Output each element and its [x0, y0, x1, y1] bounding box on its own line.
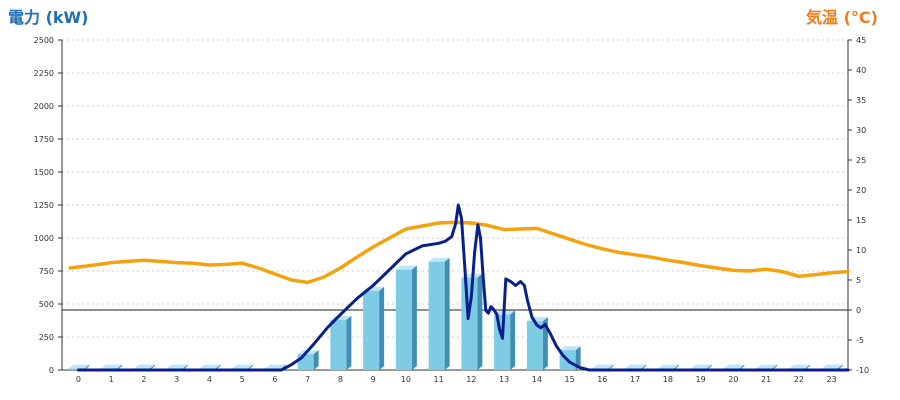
x-tick-label: 9 [371, 375, 376, 384]
lines [68, 203, 850, 372]
power-bar-top [690, 364, 712, 369]
y-tick-label: 750 [39, 267, 54, 276]
y2-tick-label: 10 [856, 246, 866, 255]
power-bar-top [395, 265, 417, 270]
x-tick-label: 19 [696, 375, 706, 384]
x-tick-label: 20 [728, 375, 738, 384]
power-bar-top [428, 257, 450, 262]
right-axis-title: 気温 (°C) [806, 8, 878, 27]
left-axis-ticks: 0 250 500 750 1000 1250 1500 1750 2000 2250 2500 [34, 36, 54, 375]
power-bar-top [133, 364, 155, 369]
power-bar-side [575, 346, 581, 370]
x-tick-label: 3 [174, 375, 179, 384]
y2-tick-label: 35 [856, 96, 866, 105]
power-bar-top [559, 346, 581, 351]
power-bar-top [199, 364, 221, 369]
power-bar-top [723, 364, 745, 369]
power-bar-side [379, 286, 385, 370]
y2-tick-label: -10 [856, 366, 869, 375]
x-tick-label: 23 [827, 375, 837, 384]
x-tick-label: 0 [76, 375, 81, 384]
y2-tick-label: -5 [856, 336, 864, 345]
x-tick-label: 5 [240, 375, 245, 384]
x-tick-label: 4 [207, 375, 212, 384]
right-axis-ticks: -10 -5 0 5 10 15 20 25 30 35 40 45 [856, 36, 869, 375]
power-bar-top [821, 364, 843, 369]
power-bar-side [346, 315, 352, 370]
y-tick-label: 1750 [34, 135, 54, 144]
y2-tick-label: 20 [856, 186, 866, 195]
y-tick-label: 1000 [34, 234, 54, 243]
power-bar-top [68, 364, 90, 369]
x-axis-ticks: 0 1 2 3 4 5 6 7 8 9 10 11 12 13 14 15 16 17 18 19 20 21 22 23 [76, 375, 837, 384]
x-tick-label: 6 [272, 375, 277, 384]
power-bar-front [428, 261, 445, 370]
x-tick-label: 12 [466, 375, 476, 384]
x-tick-label: 13 [499, 375, 509, 384]
x-tick-label: 16 [597, 375, 607, 384]
power-bar-side [313, 350, 319, 370]
power-bar [428, 257, 450, 370]
y2-tick-label: 0 [856, 306, 861, 315]
y2-tick-label: 25 [856, 156, 866, 165]
power-bar-top [788, 364, 810, 369]
power-bar [395, 265, 417, 370]
y-tick-label: 1500 [34, 168, 54, 177]
y-tick-label: 1250 [34, 201, 54, 210]
x-tick-label: 17 [630, 375, 640, 384]
power-bar-top [166, 364, 188, 369]
x-tick-label: 10 [401, 375, 411, 384]
power-bar [330, 315, 352, 370]
power-bar-front [297, 354, 314, 370]
y-tick-label: 500 [39, 300, 54, 309]
x-tick-label: 14 [532, 375, 542, 384]
x-tick-label: 18 [663, 375, 673, 384]
power-bar-front [395, 269, 412, 370]
x-tick-label: 8 [338, 375, 343, 384]
x-tick-label: 21 [761, 375, 771, 384]
y-tick-label: 2500 [34, 36, 54, 45]
power-bar-side [444, 257, 450, 370]
power-bar-side [542, 317, 548, 370]
y2-tick-label: 5 [856, 276, 861, 285]
power-bar [363, 286, 385, 370]
y2-tick-label: 15 [856, 216, 866, 225]
power-bar-top [232, 364, 254, 369]
power-bars [68, 257, 843, 370]
x-tick-label: 7 [305, 375, 310, 384]
y-tick-label: 250 [39, 333, 54, 342]
y-tick-label: 0 [49, 366, 54, 375]
x-tick-label: 22 [794, 375, 804, 384]
power-bar-top [101, 364, 123, 369]
power-bar-top [625, 364, 647, 369]
grid [62, 39, 848, 338]
power-bar [526, 317, 548, 370]
left-axis-title: 電力 (kW) [8, 8, 89, 27]
power-bar-front [330, 319, 347, 370]
x-tick-label: 11 [434, 375, 444, 384]
power-bar-side [510, 310, 516, 370]
temperature-line [68, 220, 850, 285]
y-tick-label: 2250 [34, 69, 54, 78]
x-tick-label: 15 [565, 375, 575, 384]
power-bar-front [68, 368, 85, 370]
power-bar-front [363, 290, 380, 370]
power-bar-front [461, 277, 478, 370]
power-bar-top [264, 364, 286, 369]
x-tick-label: 1 [109, 375, 114, 384]
power-bar-top [592, 364, 614, 369]
power-bar-side [477, 273, 483, 370]
y-tick-label: 2000 [34, 102, 54, 111]
power-bar-front [526, 321, 543, 370]
power-bar-top [756, 364, 778, 369]
power-line [76, 203, 850, 372]
power-bar-top [657, 364, 679, 369]
power-bar-side [411, 265, 417, 370]
x-tick-label: 2 [141, 375, 146, 384]
y2-tick-label: 45 [856, 36, 866, 45]
y2-tick-label: 40 [856, 66, 866, 75]
y2-tick-label: 30 [856, 126, 866, 135]
